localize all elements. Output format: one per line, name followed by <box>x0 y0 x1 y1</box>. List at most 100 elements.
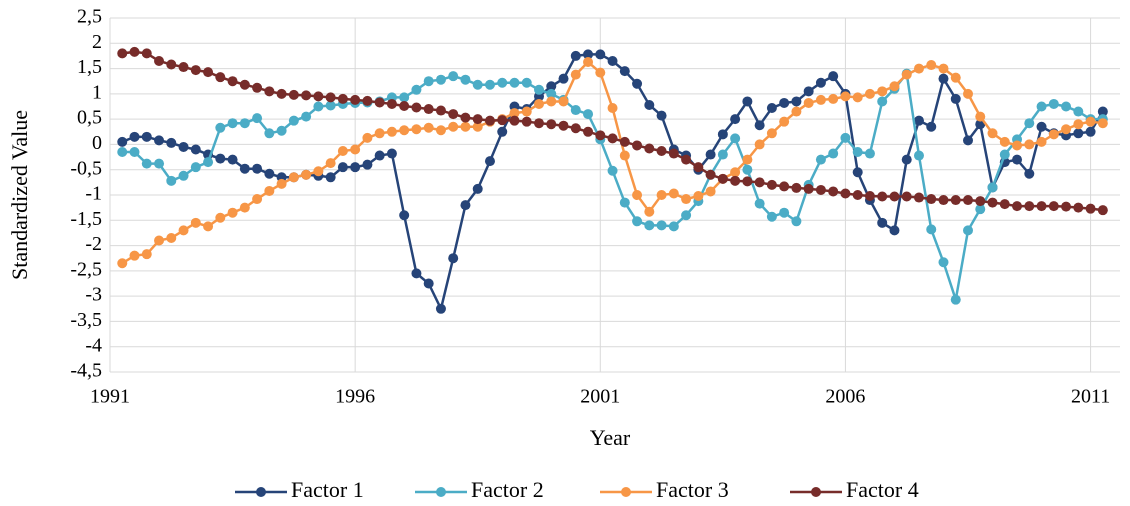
data-point <box>693 162 704 173</box>
data-point <box>742 154 753 165</box>
data-point <box>668 188 679 199</box>
data-point <box>570 105 581 116</box>
data-point <box>852 190 863 200</box>
data-point <box>963 225 974 236</box>
x-tick-label: 1996 <box>335 386 375 408</box>
data-point <box>1036 201 1047 212</box>
data-point <box>239 163 250 174</box>
y-tick-label: 2 <box>92 31 102 53</box>
data-point <box>717 173 728 184</box>
data-point <box>239 118 250 129</box>
data-point <box>791 96 802 107</box>
data-point <box>448 121 459 132</box>
data-point <box>1085 203 1096 214</box>
data-point <box>117 136 128 147</box>
data-point <box>1085 116 1096 127</box>
data-point <box>926 121 937 132</box>
data-point <box>852 92 863 103</box>
legend-marker <box>621 487 631 497</box>
data-point <box>644 220 655 231</box>
data-point <box>215 122 226 133</box>
y-tick-label: -3 <box>85 284 102 306</box>
y-tick-label: -0,5 <box>70 157 102 179</box>
data-point <box>1024 168 1035 179</box>
data-point <box>227 118 238 129</box>
y-tick-label: -4,5 <box>70 360 102 382</box>
data-point <box>828 148 839 159</box>
data-point <box>632 190 643 200</box>
data-point <box>558 96 569 107</box>
data-point <box>313 91 324 102</box>
data-point <box>975 204 986 215</box>
data-point <box>337 93 348 104</box>
legend-label: Factor 3 <box>656 477 729 502</box>
data-point <box>705 169 716 180</box>
data-point <box>766 103 777 114</box>
data-point <box>264 185 275 196</box>
data-point <box>913 115 924 126</box>
data-point <box>166 137 177 148</box>
data-point <box>215 72 226 83</box>
data-point <box>1061 124 1072 135</box>
y-tick-label: 1 <box>92 81 102 103</box>
data-point <box>877 96 888 107</box>
data-point <box>717 149 728 160</box>
data-point <box>141 249 152 260</box>
data-point <box>435 74 446 85</box>
data-point <box>754 198 765 209</box>
data-point <box>583 126 594 137</box>
data-point <box>681 154 692 165</box>
y-tick-label: -4 <box>85 334 102 356</box>
data-point <box>840 132 851 143</box>
data-point <box>656 190 667 200</box>
data-point <box>166 232 177 243</box>
data-point <box>779 97 790 108</box>
data-point <box>484 79 495 90</box>
data-point <box>239 79 250 90</box>
data-point <box>497 126 508 137</box>
data-point <box>509 108 520 119</box>
data-point <box>521 77 532 88</box>
data-point <box>999 149 1010 160</box>
y-tick-label: -3,5 <box>70 309 102 331</box>
data-point <box>632 78 643 89</box>
data-point <box>484 115 495 126</box>
data-point <box>252 194 263 205</box>
data-point <box>828 186 839 197</box>
x-tick-label: 1991 <box>90 386 130 408</box>
data-point <box>558 120 569 131</box>
y-tick-label: -1,5 <box>70 208 102 230</box>
data-point <box>1036 136 1047 147</box>
data-point <box>975 196 986 207</box>
data-point <box>362 132 373 143</box>
data-point <box>190 162 201 173</box>
legend-label: Factor 2 <box>471 477 544 502</box>
data-point <box>742 164 753 175</box>
data-point <box>546 119 557 130</box>
data-point <box>215 212 226 223</box>
data-point <box>386 148 397 159</box>
data-point <box>815 94 826 105</box>
data-point <box>154 55 165 66</box>
data-point <box>963 88 974 99</box>
data-point <box>656 110 667 121</box>
data-point <box>963 195 974 206</box>
data-point <box>779 207 790 218</box>
data-point <box>534 98 545 109</box>
data-point <box>1097 106 1108 117</box>
data-point <box>411 102 422 113</box>
data-point <box>399 125 410 136</box>
data-point <box>644 206 655 217</box>
data-point <box>766 211 777 222</box>
data-point <box>705 149 716 160</box>
data-point <box>1073 119 1084 130</box>
data-point <box>460 74 471 85</box>
legend-label: Factor 1 <box>291 477 364 502</box>
data-point <box>681 194 692 205</box>
data-point <box>190 65 201 76</box>
data-point <box>448 71 459 82</box>
data-point <box>987 182 998 193</box>
data-point <box>325 92 336 103</box>
data-point <box>484 156 495 167</box>
data-point <box>913 192 924 203</box>
